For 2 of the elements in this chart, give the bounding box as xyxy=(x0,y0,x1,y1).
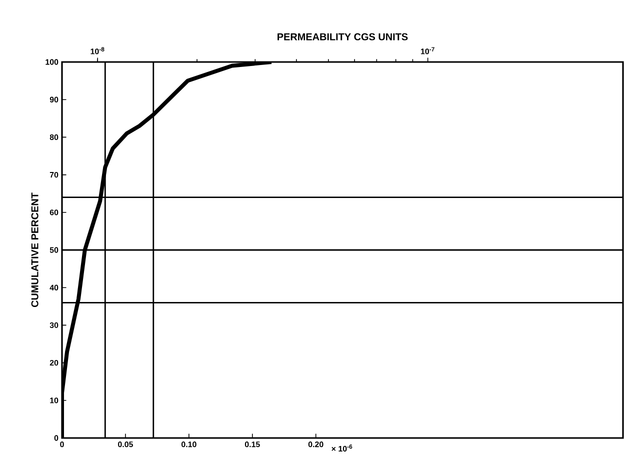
y-axis-title: CUMULATIVE PERCENT xyxy=(31,192,38,308)
x2-axis-title: PERMEABILITY CGS UNITS xyxy=(278,33,408,40)
